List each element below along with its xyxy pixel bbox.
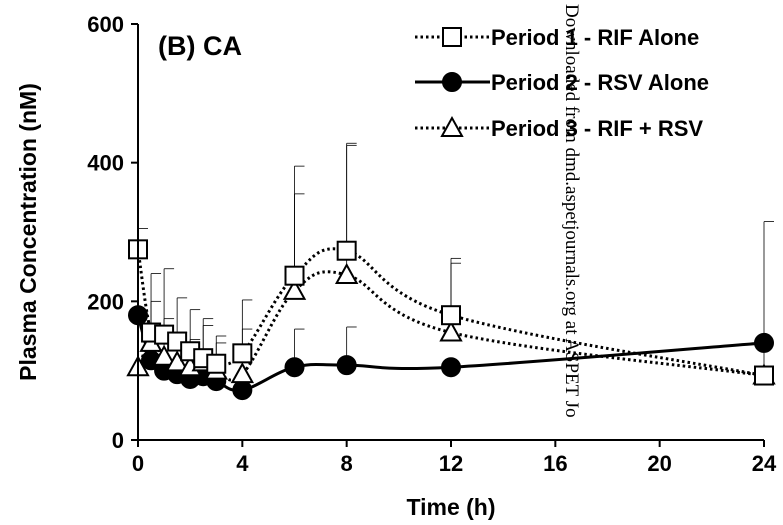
x-tick-label: 8 [341,451,353,476]
data-point [284,265,305,286]
download-watermark: Downloaded from dmd.aspetjournals.org at… [561,4,582,418]
legend-marker [440,115,464,137]
data-point [206,353,227,374]
data-point [441,357,461,378]
legend: Period 1 - RIF Alone Period 2 - RSV Alone… [415,25,709,141]
data-point [284,357,305,378]
x-axis-title: Time (h) [406,494,495,520]
y-ticks: 0 200 400 600 [87,12,138,453]
x-ticks: 0 4 8 12 16 20 24 [132,440,777,476]
data-point [282,278,307,300]
legend-label: Period 1 - RIF Alone [491,25,699,50]
data-point [230,362,255,384]
data-point [439,320,463,342]
x-tick-label: 0 [132,451,144,476]
y-axis-title: Plasma Concentration (nM) [15,83,41,381]
data-point [334,262,359,284]
data-point [336,240,357,261]
data-point [165,350,189,372]
data-point [232,380,253,401]
x-tick-label: 24 [752,451,777,476]
data-point [336,355,357,376]
y-tick-label: 400 [87,151,124,176]
legend-label: Period 3 - RIF + RSV [491,116,703,141]
data-point [754,365,774,386]
x-tick-label: 16 [543,451,567,476]
x-tick-label: 20 [647,451,671,476]
series-markers [126,239,776,401]
y-tick-label: 0 [112,428,124,453]
panel-label: (B) CA [158,31,242,61]
x-tick-label: 12 [439,451,463,476]
x-tick-label: 4 [236,451,249,476]
legend-marker [442,27,462,47]
data-point [754,332,774,353]
y-tick-label: 600 [87,12,124,37]
legend-label: Period 2 - RSV Alone [491,70,709,95]
legend-marker [442,72,462,92]
data-point [441,305,461,326]
data-point [232,343,253,364]
data-point [152,344,176,366]
y-tick-label: 200 [87,289,124,314]
